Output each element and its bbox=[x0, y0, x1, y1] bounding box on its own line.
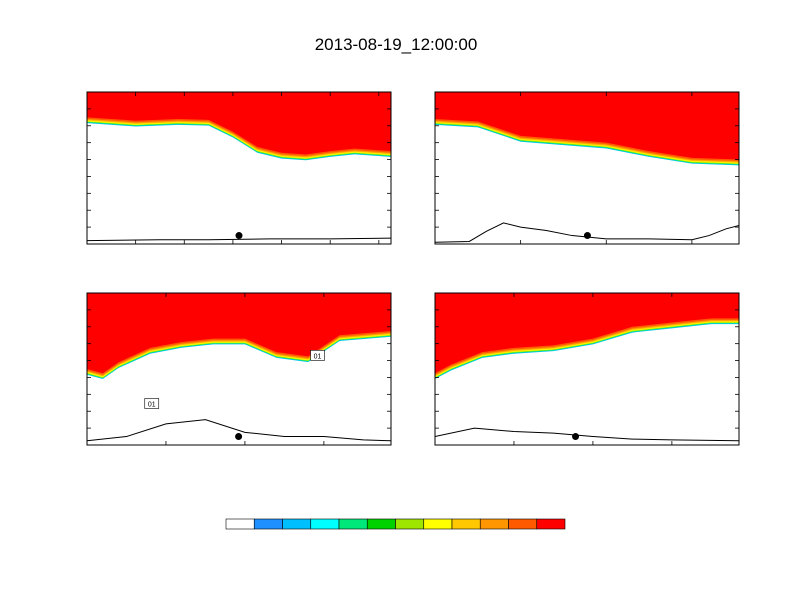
terrain-line bbox=[87, 419, 391, 442]
colorbar-swatch bbox=[338, 518, 368, 530]
location-marker bbox=[572, 433, 580, 441]
colorbar-swatch bbox=[310, 518, 340, 530]
plot-frame bbox=[434, 292, 740, 446]
colorbar-swatch bbox=[536, 518, 566, 530]
tracer-field bbox=[435, 293, 739, 442]
colorbar-swatch bbox=[253, 518, 283, 530]
tracer-core bbox=[435, 293, 739, 366]
location-marker bbox=[235, 433, 243, 441]
contour-label-box bbox=[144, 398, 160, 409]
colorbar bbox=[225, 518, 566, 530]
terrain-line bbox=[87, 237, 391, 242]
plot-frame bbox=[86, 292, 392, 446]
tracer-core bbox=[435, 92, 739, 152]
tracer-field bbox=[87, 92, 391, 242]
contour-label: 01 bbox=[148, 401, 156, 408]
panel-south-north bbox=[86, 91, 392, 245]
panel-west-east: 01 01 bbox=[86, 292, 392, 446]
tracer-core bbox=[87, 293, 391, 366]
location-marker bbox=[235, 232, 243, 240]
plot-frame bbox=[434, 91, 740, 245]
location-marker bbox=[583, 232, 591, 240]
colorbar-swatch bbox=[366, 518, 396, 530]
plot-frame bbox=[86, 91, 392, 245]
colorbar-swatch bbox=[423, 518, 453, 530]
terrain-line bbox=[435, 222, 739, 243]
panel-nw-se bbox=[434, 292, 740, 446]
colorbar-swatch bbox=[282, 518, 312, 530]
contour-label: 01 bbox=[314, 353, 322, 360]
panel-sw-ne bbox=[434, 91, 740, 245]
colorbar-swatch bbox=[451, 518, 481, 530]
figure-title: 2013-08-19_12:00:00 bbox=[315, 35, 478, 54]
tracer-field bbox=[435, 92, 739, 243]
contour-label-box bbox=[310, 350, 325, 361]
colorbar-swatch bbox=[479, 518, 509, 530]
panels: 01 01 bbox=[86, 91, 740, 446]
colorbar-swatch bbox=[508, 518, 538, 530]
tracer-field: 01 01 bbox=[87, 293, 391, 442]
colorbar-swatch bbox=[395, 518, 425, 530]
terrain-line bbox=[435, 427, 739, 442]
colorbar-swatch bbox=[225, 518, 255, 530]
tracer-core bbox=[87, 92, 391, 147]
